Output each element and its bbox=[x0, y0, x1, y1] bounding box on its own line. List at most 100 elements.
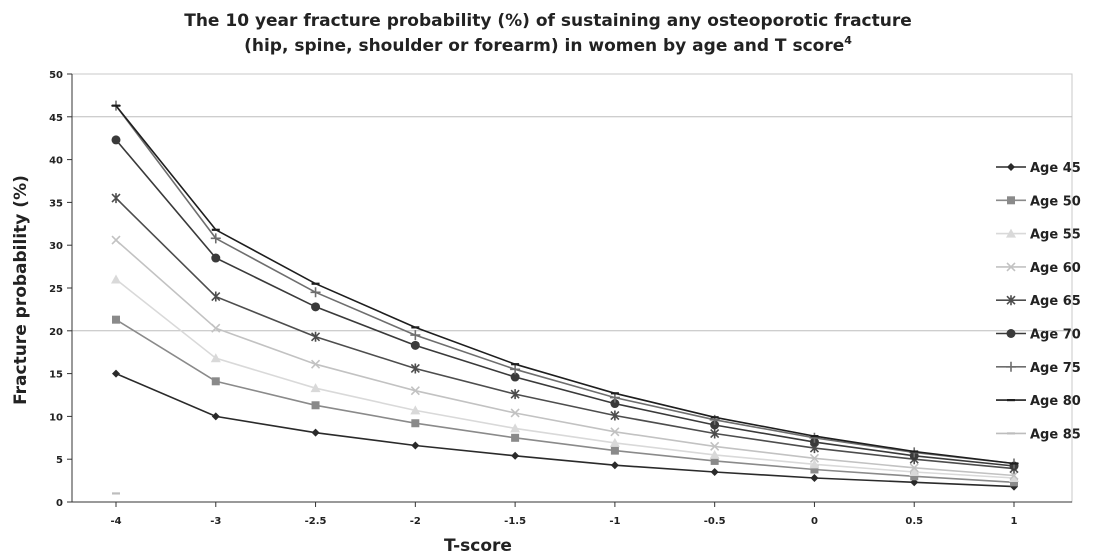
series-line bbox=[115, 319, 1015, 484]
data-point bbox=[909, 467, 920, 477]
data-point bbox=[1007, 163, 1015, 171]
data-point bbox=[111, 235, 121, 245]
data-point bbox=[211, 377, 220, 386]
data-point bbox=[710, 420, 720, 430]
data-point bbox=[410, 363, 420, 374]
series-line bbox=[115, 239, 1015, 477]
data-point bbox=[1006, 329, 1016, 338]
data-point bbox=[211, 291, 221, 302]
y-tick-label: 40 bbox=[49, 156, 63, 167]
data-point bbox=[1006, 262, 1016, 272]
data-point bbox=[710, 428, 720, 439]
data-point bbox=[809, 432, 820, 443]
data-point bbox=[310, 287, 321, 298]
legend-label: Age 80 bbox=[1030, 394, 1081, 409]
data-point bbox=[809, 459, 820, 469]
legend: Age 45 Age 50 Age 55 Age 60 Age 65 Age 70 Age … bbox=[996, 161, 1081, 442]
data-point bbox=[610, 410, 620, 421]
series-age-75 bbox=[111, 100, 1019, 469]
y-tick-label: 15 bbox=[49, 370, 63, 381]
legend-item-age-60: Age 60 bbox=[996, 261, 1081, 276]
data-point bbox=[1006, 228, 1016, 238]
chart-title-line1: The 10 year fracture probability (%) of … bbox=[184, 11, 912, 31]
legend-item-age-65: Age 65 bbox=[996, 294, 1081, 309]
y-tick-label: 50 bbox=[49, 70, 63, 81]
x-tick-label: 0 bbox=[811, 516, 818, 527]
legend-label: Age 45 bbox=[1030, 161, 1081, 176]
data-point bbox=[511, 451, 520, 460]
data-point bbox=[610, 427, 620, 437]
data-point bbox=[1010, 478, 1018, 487]
x-tick-label: -0.5 bbox=[704, 516, 726, 527]
legend-item-age-75: Age 75 bbox=[996, 361, 1081, 376]
y-axis-label: Fracture probability (%) bbox=[11, 175, 31, 405]
x-tick-label: -3 bbox=[210, 516, 221, 527]
y-tick-label: 10 bbox=[49, 412, 63, 423]
data-point bbox=[210, 233, 221, 244]
legend-label: Age 85 bbox=[1030, 427, 1081, 442]
x-tick-label: -2.5 bbox=[305, 516, 327, 527]
chart-title-line2: (hip, spine, shoulder or forearm) in wom… bbox=[244, 34, 852, 56]
chart-title-line2-text: (hip, spine, shoulder or forearm) in wom… bbox=[244, 36, 844, 56]
series-age-50 bbox=[112, 315, 1018, 487]
legend-label: Age 70 bbox=[1030, 328, 1081, 343]
data-point bbox=[310, 331, 321, 342]
y-ticks: 0 5 10 15 20 25 30 35 40 45 50 bbox=[49, 70, 72, 509]
x-tick-label: 1 bbox=[1011, 516, 1018, 527]
series-age-65 bbox=[111, 193, 1019, 474]
series-line bbox=[115, 197, 1015, 470]
data-point bbox=[510, 372, 520, 382]
y-tick-label: 30 bbox=[49, 241, 63, 252]
plot-area bbox=[71, 73, 1073, 503]
data-point bbox=[1006, 361, 1016, 372]
data-point bbox=[112, 369, 120, 378]
data-point bbox=[410, 340, 420, 350]
data-point bbox=[610, 446, 619, 455]
data-point bbox=[310, 359, 321, 369]
y-tick-label: 25 bbox=[49, 284, 63, 295]
data-point bbox=[510, 423, 521, 433]
data-point bbox=[1007, 196, 1015, 205]
data-point bbox=[311, 401, 320, 410]
series-age-70 bbox=[111, 135, 1019, 471]
data-point bbox=[710, 441, 720, 451]
data-point bbox=[411, 419, 420, 428]
data-point bbox=[311, 428, 320, 437]
x-axis-label: T-score bbox=[444, 536, 512, 556]
data-point bbox=[909, 463, 919, 473]
data-point bbox=[610, 399, 620, 409]
legend-label: Age 65 bbox=[1030, 294, 1081, 309]
x-tick-label: -1 bbox=[609, 516, 620, 527]
data-point bbox=[112, 315, 120, 324]
y-tick-label: 35 bbox=[49, 198, 63, 209]
data-point bbox=[410, 386, 420, 396]
y-tick-label: 20 bbox=[49, 327, 63, 338]
data-point bbox=[1009, 470, 1019, 481]
x-tick-label: -4 bbox=[110, 516, 121, 527]
data-point bbox=[111, 193, 121, 204]
series-age-60 bbox=[111, 235, 1019, 481]
data-point bbox=[510, 364, 521, 375]
y-tick-label: 45 bbox=[49, 113, 63, 124]
y-tick-label: 0 bbox=[56, 498, 63, 509]
legend-item-age-85: Age 85 bbox=[996, 427, 1081, 442]
series-line bbox=[115, 278, 1015, 479]
data-point bbox=[510, 389, 520, 400]
legend-item-age-80: Age 80 bbox=[996, 394, 1081, 409]
data-point bbox=[310, 383, 321, 393]
data-point bbox=[511, 433, 520, 442]
legend-item-age-55: Age 55 bbox=[996, 228, 1081, 243]
data-point bbox=[810, 465, 819, 474]
series-line bbox=[115, 105, 1015, 465]
data-point bbox=[410, 405, 421, 415]
legend-label: Age 55 bbox=[1030, 228, 1081, 243]
y-tick-label: 5 bbox=[56, 455, 63, 466]
data-point bbox=[410, 330, 421, 341]
x-ticks: -4 -3 -2.5 -2 -1.5 -1 -0.5 0 0.5 1 bbox=[110, 502, 1018, 527]
data-point bbox=[411, 441, 420, 450]
series-age-55 bbox=[111, 274, 1019, 483]
legend-item-age-50: Age 50 bbox=[996, 194, 1081, 209]
data-point bbox=[910, 472, 919, 481]
data-point bbox=[211, 253, 221, 263]
